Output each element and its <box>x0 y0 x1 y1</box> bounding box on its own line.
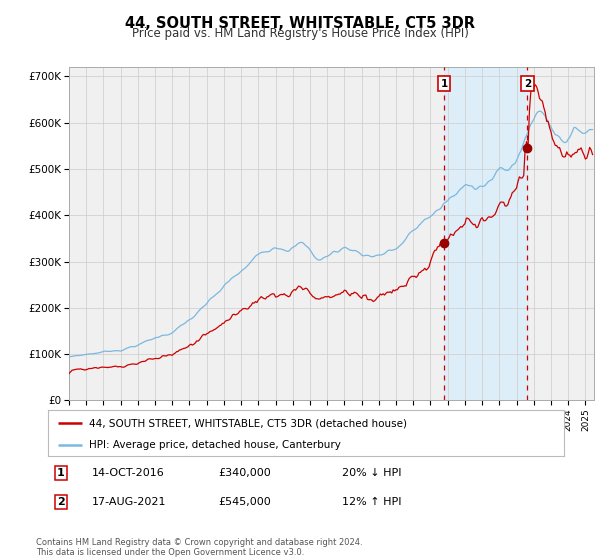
Text: 2: 2 <box>57 497 65 507</box>
Text: 2: 2 <box>524 79 531 89</box>
Text: 20% ↓ HPI: 20% ↓ HPI <box>342 468 401 478</box>
Text: 17-AUG-2021: 17-AUG-2021 <box>92 497 166 507</box>
Text: 44, SOUTH STREET, WHITSTABLE, CT5 3DR: 44, SOUTH STREET, WHITSTABLE, CT5 3DR <box>125 16 475 31</box>
Text: 1: 1 <box>57 468 65 478</box>
Text: 1: 1 <box>440 79 448 89</box>
Bar <box>444 67 527 400</box>
Text: HPI: Average price, detached house, Canterbury: HPI: Average price, detached house, Cant… <box>89 440 341 450</box>
Text: £340,000: £340,000 <box>218 468 271 478</box>
Text: Price paid vs. HM Land Registry's House Price Index (HPI): Price paid vs. HM Land Registry's House … <box>131 27 469 40</box>
Text: 44, SOUTH STREET, WHITSTABLE, CT5 3DR (detached house): 44, SOUTH STREET, WHITSTABLE, CT5 3DR (d… <box>89 418 407 428</box>
Text: £545,000: £545,000 <box>218 497 271 507</box>
Text: 12% ↑ HPI: 12% ↑ HPI <box>342 497 401 507</box>
Text: 14-OCT-2016: 14-OCT-2016 <box>92 468 164 478</box>
Text: Contains HM Land Registry data © Crown copyright and database right 2024.
This d: Contains HM Land Registry data © Crown c… <box>36 538 362 557</box>
